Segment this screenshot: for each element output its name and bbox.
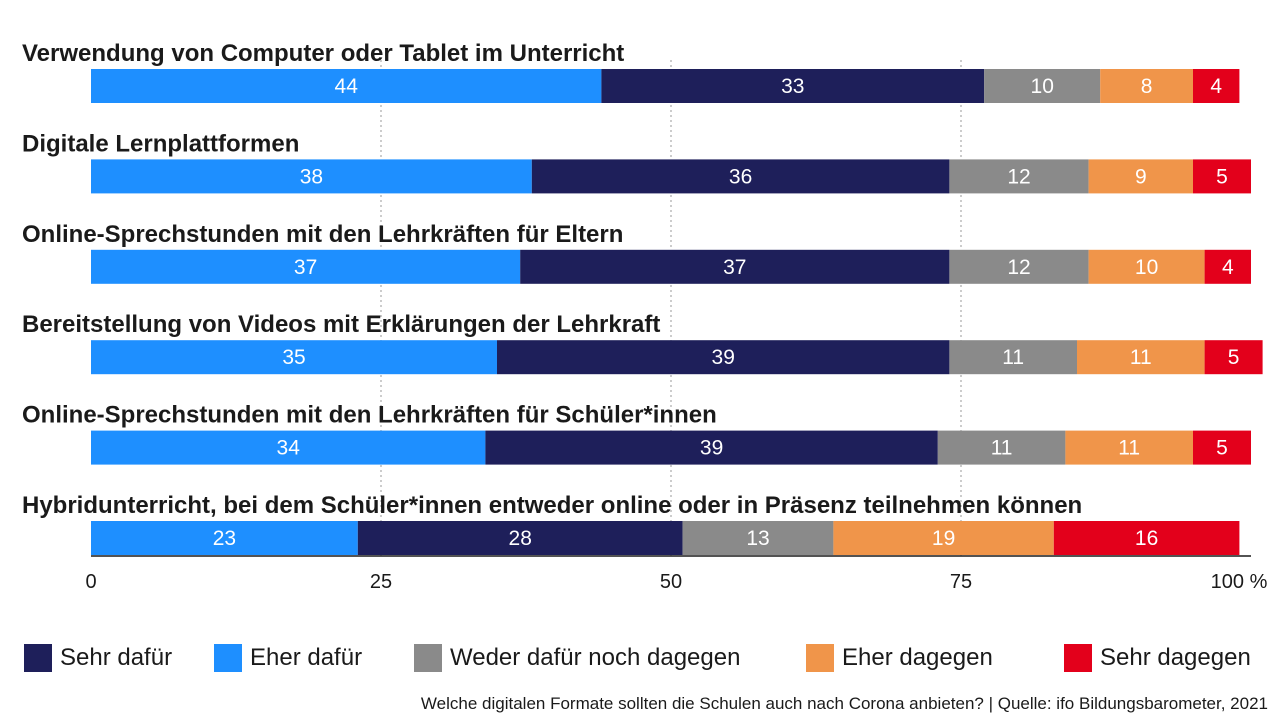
data-label: 34 [277, 437, 301, 460]
bar-segment [1077, 340, 1205, 375]
bar-segment [1088, 249, 1205, 284]
data-label: 37 [723, 256, 746, 279]
bar-segment [1065, 430, 1193, 465]
data-label: 12 [1007, 256, 1030, 279]
category-label: Hybridunterricht, bei dem Schüler*innen … [22, 492, 1082, 519]
data-label: 35 [282, 346, 305, 369]
category-label: Online-Sprechstunden mit den Lehrkräften… [22, 221, 623, 248]
bar-segment [1204, 340, 1263, 375]
data-label: 33 [781, 75, 804, 98]
legend-swatch [414, 644, 442, 672]
bar-segment [949, 249, 1089, 284]
data-label: 10 [1031, 75, 1054, 98]
bar-segment [949, 159, 1089, 194]
legend-label: Eher dagegen [842, 644, 993, 671]
stacked-bar-chart: Verwendung von Computer oder Tablet im U… [22, 40, 1268, 593]
bar-segment [937, 430, 1066, 465]
bar-segment [601, 69, 985, 103]
bar-segment [1100, 69, 1193, 103]
bar-segment [531, 159, 950, 194]
legend-swatch [1064, 644, 1092, 672]
x-tick-label: 0 [85, 571, 96, 593]
data-label: 11 [1002, 346, 1024, 369]
bar-segment [949, 340, 1077, 375]
x-tick-label: 25 [370, 571, 392, 593]
legend-swatch [806, 644, 834, 672]
category-label: Verwendung von Computer oder Tablet im U… [22, 40, 624, 67]
legend-swatch [214, 644, 242, 672]
bar-segment [91, 340, 497, 375]
bar-segment [984, 69, 1101, 103]
data-label: 44 [335, 75, 359, 98]
bar-segment [91, 430, 486, 465]
legend: Sehr dafür Eher dafür Weder dafür noch dag… [24, 640, 1274, 676]
legend-label: Eher dafür [250, 644, 363, 671]
data-label: 5 [1216, 437, 1228, 460]
bar-segment [91, 69, 602, 103]
bar-segment [1193, 159, 1251, 194]
bar-segment [1053, 521, 1240, 555]
data-label: 13 [746, 527, 769, 550]
legend-label: Sehr dagegen [1100, 644, 1251, 671]
data-label: 4 [1210, 75, 1222, 98]
data-label: 5 [1216, 165, 1228, 188]
bar-segment [1193, 69, 1240, 103]
x-tick-label: 50 [660, 571, 682, 593]
data-label: 28 [509, 527, 532, 550]
data-label: 10 [1135, 256, 1158, 279]
data-label: 11 [1130, 346, 1152, 369]
bar-segment [1193, 430, 1251, 465]
bar-segment [497, 340, 950, 375]
data-label: 5 [1228, 346, 1240, 369]
bar-segment [1088, 159, 1193, 194]
legend-item: Sehr dafür [24, 640, 172, 676]
data-label: 16 [1135, 527, 1158, 550]
source-note: Welche digitalen Formate sollten die Sch… [420, 694, 1268, 713]
legend-item: Sehr dagegen [1064, 640, 1251, 676]
category-label: Bereitstellung von Videos mit Erklärunge… [22, 311, 660, 338]
bar-segment [833, 521, 1054, 555]
data-label: 11 [991, 437, 1013, 460]
bar-segment [1204, 249, 1251, 284]
bar-segment [91, 159, 532, 194]
category-label: Digitale Lernplattformen [22, 130, 299, 157]
data-label: 9 [1135, 165, 1147, 188]
data-label: 19 [932, 527, 955, 550]
bar-segment [91, 521, 358, 555]
legend-label: Sehr dafür [60, 644, 173, 671]
data-label: 8 [1141, 75, 1153, 98]
data-label: 12 [1007, 165, 1030, 188]
data-label: 37 [294, 256, 317, 279]
bar-segment [91, 249, 521, 284]
x-tick-label: 75 [950, 571, 972, 593]
legend-label: Weder dafür noch dagegen [450, 644, 741, 671]
x-tick-label: 100 % [1211, 571, 1268, 593]
data-label: 39 [712, 346, 735, 369]
data-label: 39 [700, 437, 723, 460]
bar-segment [520, 249, 950, 284]
data-label: 36 [729, 165, 752, 188]
legend-swatch [24, 644, 52, 672]
data-label: 38 [300, 165, 323, 188]
category-label: Online-Sprechstunden mit den Lehrkräften… [22, 402, 717, 429]
bar-segment [485, 430, 938, 465]
bar-segment [357, 521, 683, 555]
legend-item: Weder dafür noch dagegen [414, 640, 740, 676]
legend-item: Eher dagegen [806, 640, 993, 676]
data-label: 11 [1118, 437, 1140, 460]
data-label: 4 [1222, 256, 1234, 279]
legend-item: Eher dafür [214, 640, 362, 676]
data-label: 23 [213, 527, 236, 550]
bar-segment [682, 521, 834, 555]
